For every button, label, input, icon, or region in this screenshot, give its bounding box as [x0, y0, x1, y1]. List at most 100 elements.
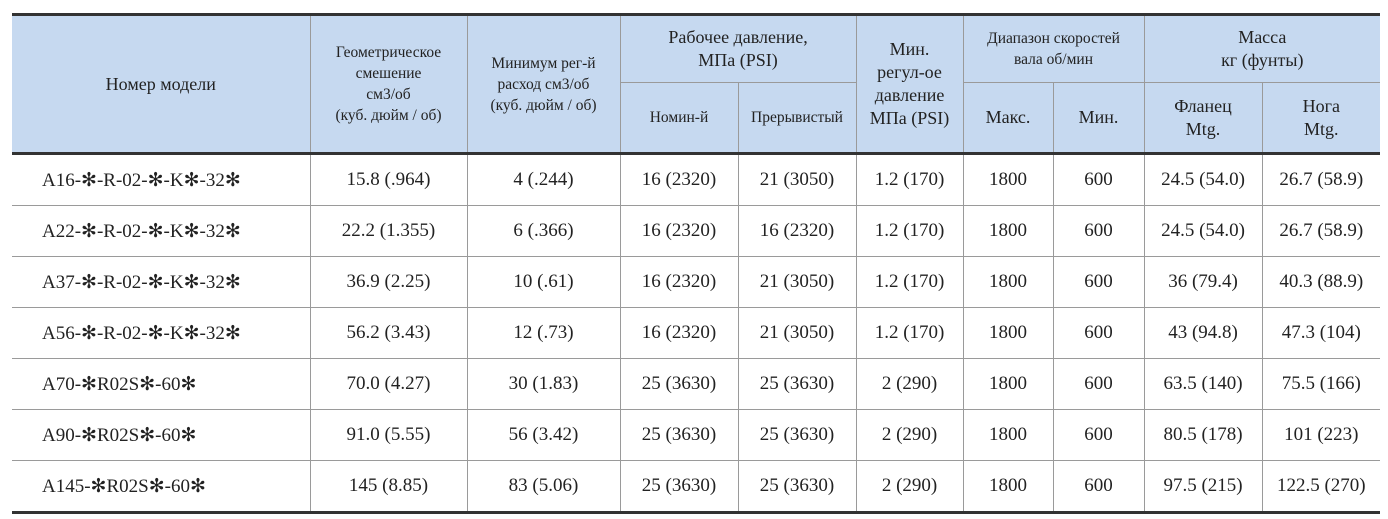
- value-cell: 70.0 (4.27): [309, 358, 468, 410]
- value-cell: 36 (79.4): [1143, 256, 1263, 308]
- value-cell: 25 (3630): [619, 358, 739, 410]
- value-cell: 2 (290): [855, 460, 964, 514]
- table-header: Номер модели Геометрическое смешение см3…: [12, 13, 1381, 155]
- value-cell: 91.0 (5.55): [309, 409, 468, 461]
- model-cell: A22-✻-R-02-✻-K✻-32✻: [12, 205, 311, 257]
- value-cell: 47.3 (104): [1261, 307, 1381, 359]
- value-cell: 26.7 (58.9): [1261, 153, 1381, 206]
- value-cell: 1800: [962, 358, 1054, 410]
- header-cell: Номин-й: [620, 82, 739, 155]
- header-text: кг (фунты): [1221, 50, 1304, 70]
- header-cell: Номер модели: [12, 13, 311, 155]
- model-cell: A90-✻R02S✻-60✻: [12, 409, 311, 461]
- header-text: Номер модели: [105, 73, 216, 94]
- value-cell: 36.9 (2.25): [309, 256, 468, 308]
- header-text: Фланец: [1174, 95, 1232, 116]
- spec-table: Номер модели Геометрическое смешение см3…: [12, 13, 1381, 514]
- value-cell: 25 (3630): [737, 358, 857, 410]
- value-cell: 101 (223): [1261, 409, 1381, 461]
- header-text: давление: [874, 85, 945, 105]
- value-cell: 1.2 (170): [855, 307, 964, 359]
- value-cell: 600: [1052, 153, 1145, 206]
- header-text: Рабочее давление,: [668, 27, 808, 47]
- value-cell: 2 (290): [855, 409, 964, 461]
- value-cell: 600: [1052, 256, 1145, 308]
- header-text: расход см3/об: [497, 75, 590, 93]
- value-cell: 26.7 (58.9): [1261, 205, 1381, 257]
- value-cell: 600: [1052, 460, 1145, 514]
- value-cell: 145 (8.85): [309, 460, 468, 514]
- table-row: A90-✻R02S✻-60✻ 91.0 (5.55) 56 (3.42) 25 (36…: [12, 409, 1381, 461]
- value-cell: 2 (290): [855, 358, 964, 410]
- header-text: (куб. дюйм / об): [335, 107, 442, 124]
- value-cell: 21 (3050): [737, 153, 857, 206]
- value-cell: 16 (2320): [619, 153, 739, 206]
- header-text: Масса: [1238, 27, 1287, 47]
- header-text: МПа (PSI): [698, 50, 778, 70]
- value-cell: 80.5 (178): [1143, 409, 1263, 461]
- value-cell: 122.5 (270): [1261, 460, 1381, 514]
- value-cell: 1.2 (170): [855, 205, 964, 257]
- value-cell: 25 (3630): [737, 409, 857, 461]
- value-cell: 600: [1052, 205, 1145, 257]
- header-text: Mtg.: [1185, 118, 1221, 139]
- value-cell: 1800: [962, 460, 1054, 514]
- model-cell: A56-✻-R-02-✻-K✻-32✻: [12, 307, 311, 359]
- header-text: Нога: [1302, 95, 1340, 116]
- value-cell: 1.2 (170): [855, 153, 964, 206]
- value-cell: 6 (.366): [466, 205, 621, 257]
- value-cell: 12 (.73): [466, 307, 621, 359]
- header-text: вала об/мин: [1014, 51, 1093, 68]
- value-cell: 16 (2320): [737, 205, 857, 257]
- header-cell: Рабочее давление, МПа (PSI): [619, 13, 857, 83]
- header-text: Диапазон скоростей: [987, 30, 1120, 47]
- model-cell: A16-✻-R-02-✻-K✻-32✻: [12, 153, 311, 206]
- value-cell: 600: [1052, 307, 1145, 359]
- table-row: A22-✻-R-02-✻-K✻-32✻ 22.2 (1.355) 6 (.366) 1…: [12, 205, 1381, 257]
- value-cell: 1800: [962, 256, 1054, 308]
- value-cell: 1800: [962, 307, 1054, 359]
- value-cell: 56.2 (3.43): [309, 307, 468, 359]
- value-cell: 600: [1052, 358, 1145, 410]
- table-row: A16-✻-R-02-✻-K✻-32✻ 15.8 (.964) 4 (.244) 16…: [12, 153, 1381, 206]
- header-text: Минимум рег-й: [491, 54, 596, 72]
- header-cell: Нога Mtg.: [1261, 82, 1381, 155]
- value-cell: 40.3 (88.9): [1261, 256, 1381, 308]
- header-text: (куб. дюйм / об): [490, 96, 597, 114]
- table-row: A56-✻-R-02-✻-K✻-32✻ 56.2 (3.43) 12 (.73) 16…: [12, 307, 1381, 359]
- value-cell: 4 (.244): [466, 153, 621, 206]
- value-cell: 1800: [962, 409, 1054, 461]
- value-cell: 43 (94.8): [1143, 307, 1263, 359]
- header-text: Мин.: [889, 39, 930, 59]
- value-cell: 15.8 (.964): [309, 153, 468, 206]
- value-cell: 30 (1.83): [466, 358, 621, 410]
- value-cell: 10 (.61): [466, 256, 621, 308]
- value-cell: 75.5 (166): [1261, 358, 1381, 410]
- header-text: смешение: [355, 65, 422, 82]
- value-cell: 25 (3630): [619, 409, 739, 461]
- header-text: Mtg.: [1304, 118, 1339, 139]
- header-text: Прерывистый: [751, 109, 843, 126]
- value-cell: 16 (2320): [619, 205, 739, 257]
- header-cell: Мин. регул-ое давление МПа (PSI): [855, 13, 964, 155]
- value-cell: 24.5 (54.0): [1143, 205, 1263, 257]
- value-cell: 600: [1052, 409, 1145, 461]
- value-cell: 83 (5.06): [466, 460, 621, 514]
- header-cell: Фланец Mtg.: [1143, 82, 1263, 155]
- header-text: Мин.: [1078, 107, 1119, 127]
- header-text: регул-ое: [877, 62, 942, 82]
- header-cell: Минимум рег-й расход см3/об (куб. дюйм /…: [466, 13, 621, 155]
- header-cell: Макс.: [962, 82, 1054, 155]
- table-row: A70-✻R02S✻-60✻ 70.0 (4.27) 30 (1.83) 25 (36…: [12, 358, 1381, 410]
- header-cell: Геометрическое смешение см3/об (куб. дюй…: [309, 13, 468, 155]
- value-cell: 22.2 (1.355): [309, 205, 468, 257]
- model-cell: A70-✻R02S✻-60✻: [12, 358, 311, 410]
- header-cell: Прерывистый: [737, 82, 857, 155]
- header-text: Номин-й: [649, 109, 709, 126]
- header-text: Макс.: [985, 107, 1031, 127]
- value-cell: 16 (2320): [619, 307, 739, 359]
- table-row: A37-✻-R-02-✻-K✻-32✻ 36.9 (2.25) 10 (.61) 16…: [12, 256, 1381, 308]
- value-cell: 1.2 (170): [855, 256, 964, 308]
- header-cell: Масса кг (фунты): [1143, 13, 1381, 83]
